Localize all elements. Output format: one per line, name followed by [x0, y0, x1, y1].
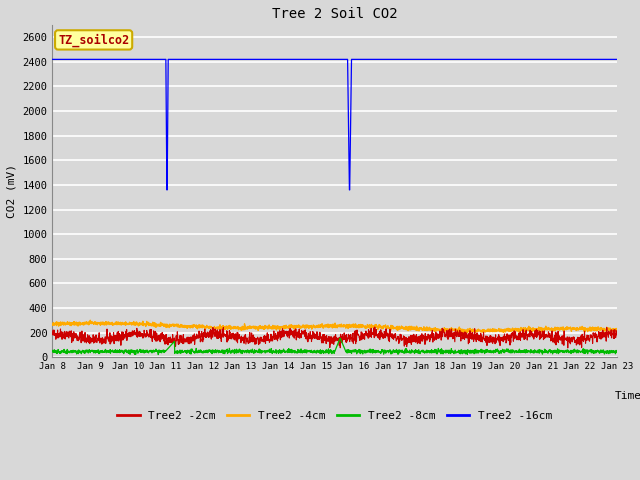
Text: TZ_soilco2: TZ_soilco2: [58, 33, 129, 47]
Y-axis label: CO2 (mV): CO2 (mV): [7, 164, 17, 218]
Legend: Tree2 -2cm, Tree2 -4cm, Tree2 -8cm, Tree2 -16cm: Tree2 -2cm, Tree2 -4cm, Tree2 -8cm, Tree…: [113, 406, 556, 425]
X-axis label: Time: Time: [615, 391, 640, 401]
Title: Tree 2 Soil CO2: Tree 2 Soil CO2: [272, 7, 397, 21]
